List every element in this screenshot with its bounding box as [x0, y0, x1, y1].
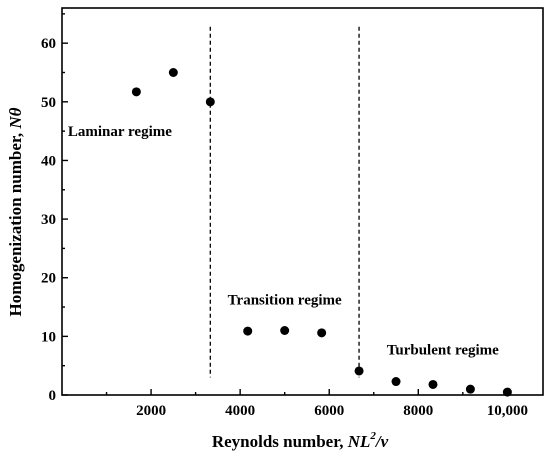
y-tick-label: 10	[41, 329, 56, 345]
y-axis-title: Homogenization number, Nθ	[6, 107, 25, 316]
data-point	[354, 366, 364, 376]
y-axis-title-symbol: Nθ	[6, 107, 25, 129]
data-point	[131, 87, 141, 97]
data-point	[391, 377, 401, 387]
data-point	[168, 68, 178, 77]
regime-label: Turbulent regime	[387, 343, 499, 359]
y-tick-label: 40	[41, 153, 56, 169]
y-tick-label: 20	[41, 271, 56, 287]
x-axis-title-symbol: NL	[347, 432, 371, 451]
plot-frame	[61, 7, 544, 396]
plot-area	[61, 7, 544, 397]
data-point	[280, 326, 290, 335]
data-point	[428, 379, 438, 389]
regime-label: Transition regime	[228, 293, 342, 309]
y-tick-label: 60	[41, 36, 56, 52]
y-tick-label: 0	[49, 388, 57, 404]
data-point	[205, 97, 215, 107]
x-tick-label: 10,000	[487, 403, 528, 419]
x-tick-label: 6000	[314, 403, 344, 419]
y-axis-title-prefix: Homogenization number,	[6, 129, 25, 317]
y-axis: 0 10 20 30 40 50 60	[41, 13, 68, 404]
x-tick-label: 4000	[225, 403, 255, 419]
x-axis: 2000 4000 6000 8000 10,000	[105, 389, 528, 419]
data-point	[465, 384, 475, 394]
y-tick-label: 30	[41, 212, 56, 228]
annotations: Laminar regime Transition regime Turbulent…	[68, 124, 499, 359]
x-axis-title-superscript: 2	[369, 430, 376, 442]
x-tick-label: 2000	[136, 403, 166, 419]
x-tick-label: 8000	[403, 403, 433, 419]
x-axis-title-prefix: Reynolds number,	[212, 432, 348, 451]
x-axis-title-symbol-tail: /ν	[374, 432, 389, 451]
data-point	[243, 326, 253, 336]
x-axis-title: Reynolds number, NL2/ν	[212, 430, 389, 451]
data-point	[317, 328, 327, 338]
y-tick-label: 50	[41, 95, 56, 111]
regime-label: Laminar regime	[68, 124, 172, 140]
